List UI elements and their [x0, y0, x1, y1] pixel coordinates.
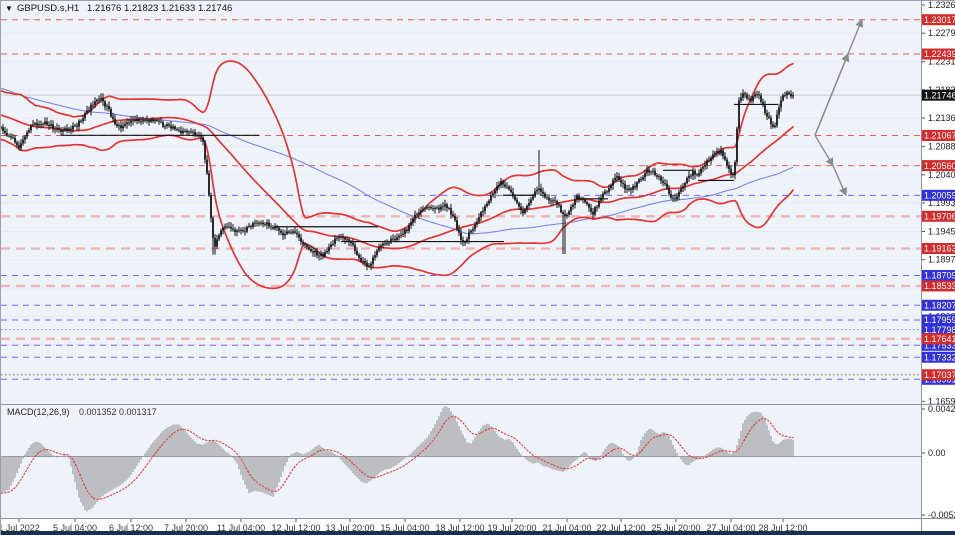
current-price-badge: 1.21746 — [924, 90, 955, 100]
collapse-panel-icon[interactable]: ▼ — [5, 4, 13, 13]
level-badge-1.17798: 1.17798 — [924, 325, 955, 335]
price-axis-tick: 1.23265 — [928, 1, 955, 10]
time-axis-label: 25 Jul 20:00 — [651, 523, 700, 533]
level-badge-1.23017: 1.23017 — [924, 15, 955, 25]
level-badge-1.22439: 1.22439 — [924, 49, 955, 59]
time-axis-label: 28 Jul 12:00 — [758, 523, 807, 533]
macd-axis-tick: -0.005202 — [928, 510, 955, 520]
time-axis-label: 5 Jul 04:00 — [53, 523, 97, 533]
forecast-arrow[interactable] — [814, 134, 834, 167]
chart-title-ohlc: 1.21676 1.21823 1.21633 1.21746 — [87, 3, 232, 14]
level-badge-1.19163: 1.19163 — [924, 244, 955, 254]
time-axis-label: 1 Jul 2022 — [1, 523, 40, 533]
time-axis-label: 15 Jul 04:00 — [380, 523, 429, 533]
price-axis-tick: 1.22790 — [928, 28, 955, 38]
macd-indicator-label: MACD(12,26,9) — [7, 407, 70, 417]
level-badge-1.17037: 1.17037 — [924, 370, 955, 380]
price-axis-tick: 1.21360 — [928, 113, 955, 123]
level-badge-1.18207: 1.18207 — [924, 300, 955, 310]
macd-indicator-values: 0.001352 0.001317 — [79, 407, 157, 417]
time-axis-label: 27 Jul 04:00 — [706, 523, 755, 533]
macd-axis-tick: 0.00 — [928, 448, 946, 458]
level-badge-1.18533: 1.18533 — [924, 281, 955, 291]
price-axis-tick: 1.19930 — [928, 198, 955, 208]
level-badge-1.20059: 1.20059 — [924, 191, 955, 201]
macd-axis-tick: 0.00427 — [928, 404, 955, 414]
support-resistance-lines[interactable] — [1, 19, 921, 380]
time-axis-label: 7 Jul 20:00 — [164, 523, 208, 533]
forecast-arrows[interactable] — [814, 18, 864, 197]
price-axis-tick: 1.20880 — [928, 142, 955, 152]
level-badge-1.18709: 1.18709 — [924, 271, 955, 281]
time-axis-label: 13 Jul 20:00 — [325, 523, 374, 533]
level-badge-1.19706: 1.19706 — [924, 211, 955, 221]
time-axis-label: 11 Jul 04:00 — [217, 523, 265, 533]
time-axis-label: 18 Jul 12:00 — [435, 523, 484, 533]
level-badge-1.17959: 1.17959 — [924, 315, 955, 325]
macd-panel — [1, 406, 921, 512]
time-axis-label: 6 Jul 12:00 — [109, 523, 153, 533]
time-axis-label: 22 Jul 12:00 — [596, 523, 645, 533]
price-axis-tick: 1.16590 — [928, 396, 955, 406]
level-badge-1.20560: 1.20560 — [924, 161, 955, 171]
forecast-arrow[interactable] — [814, 52, 850, 136]
black-trendline-segments[interactable] — [61, 103, 778, 243]
bollinger-bands — [1, 60, 794, 290]
level-badge-1.21067: 1.21067 — [924, 131, 955, 141]
price-axis-tick: 1.19450 — [928, 226, 955, 236]
bottom-window-bar — [1, 531, 955, 535]
time-axis-label: 12 Jul 12:00 — [271, 523, 320, 533]
time-axis-label: 21 Jul 04:00 — [542, 523, 591, 533]
level-badge-1.17533: 1.17533 — [924, 340, 955, 350]
chart-title-symbol: GBPUSD.s,H1 — [17, 3, 79, 14]
candlestick-series — [1, 89, 794, 271]
price-axis-tick: 1.22310 — [928, 57, 955, 67]
level-badge-1.17641: 1.17641 — [924, 334, 955, 344]
forecast-arrow[interactable] — [832, 165, 847, 197]
level-badge-1.17332: 1.17332 — [924, 352, 955, 362]
price-axis-tick: 1.20405 — [928, 170, 955, 180]
price-axis-tick: 1.18975 — [928, 255, 955, 265]
time-axis-label: 19 Jul 20:00 — [487, 523, 536, 533]
